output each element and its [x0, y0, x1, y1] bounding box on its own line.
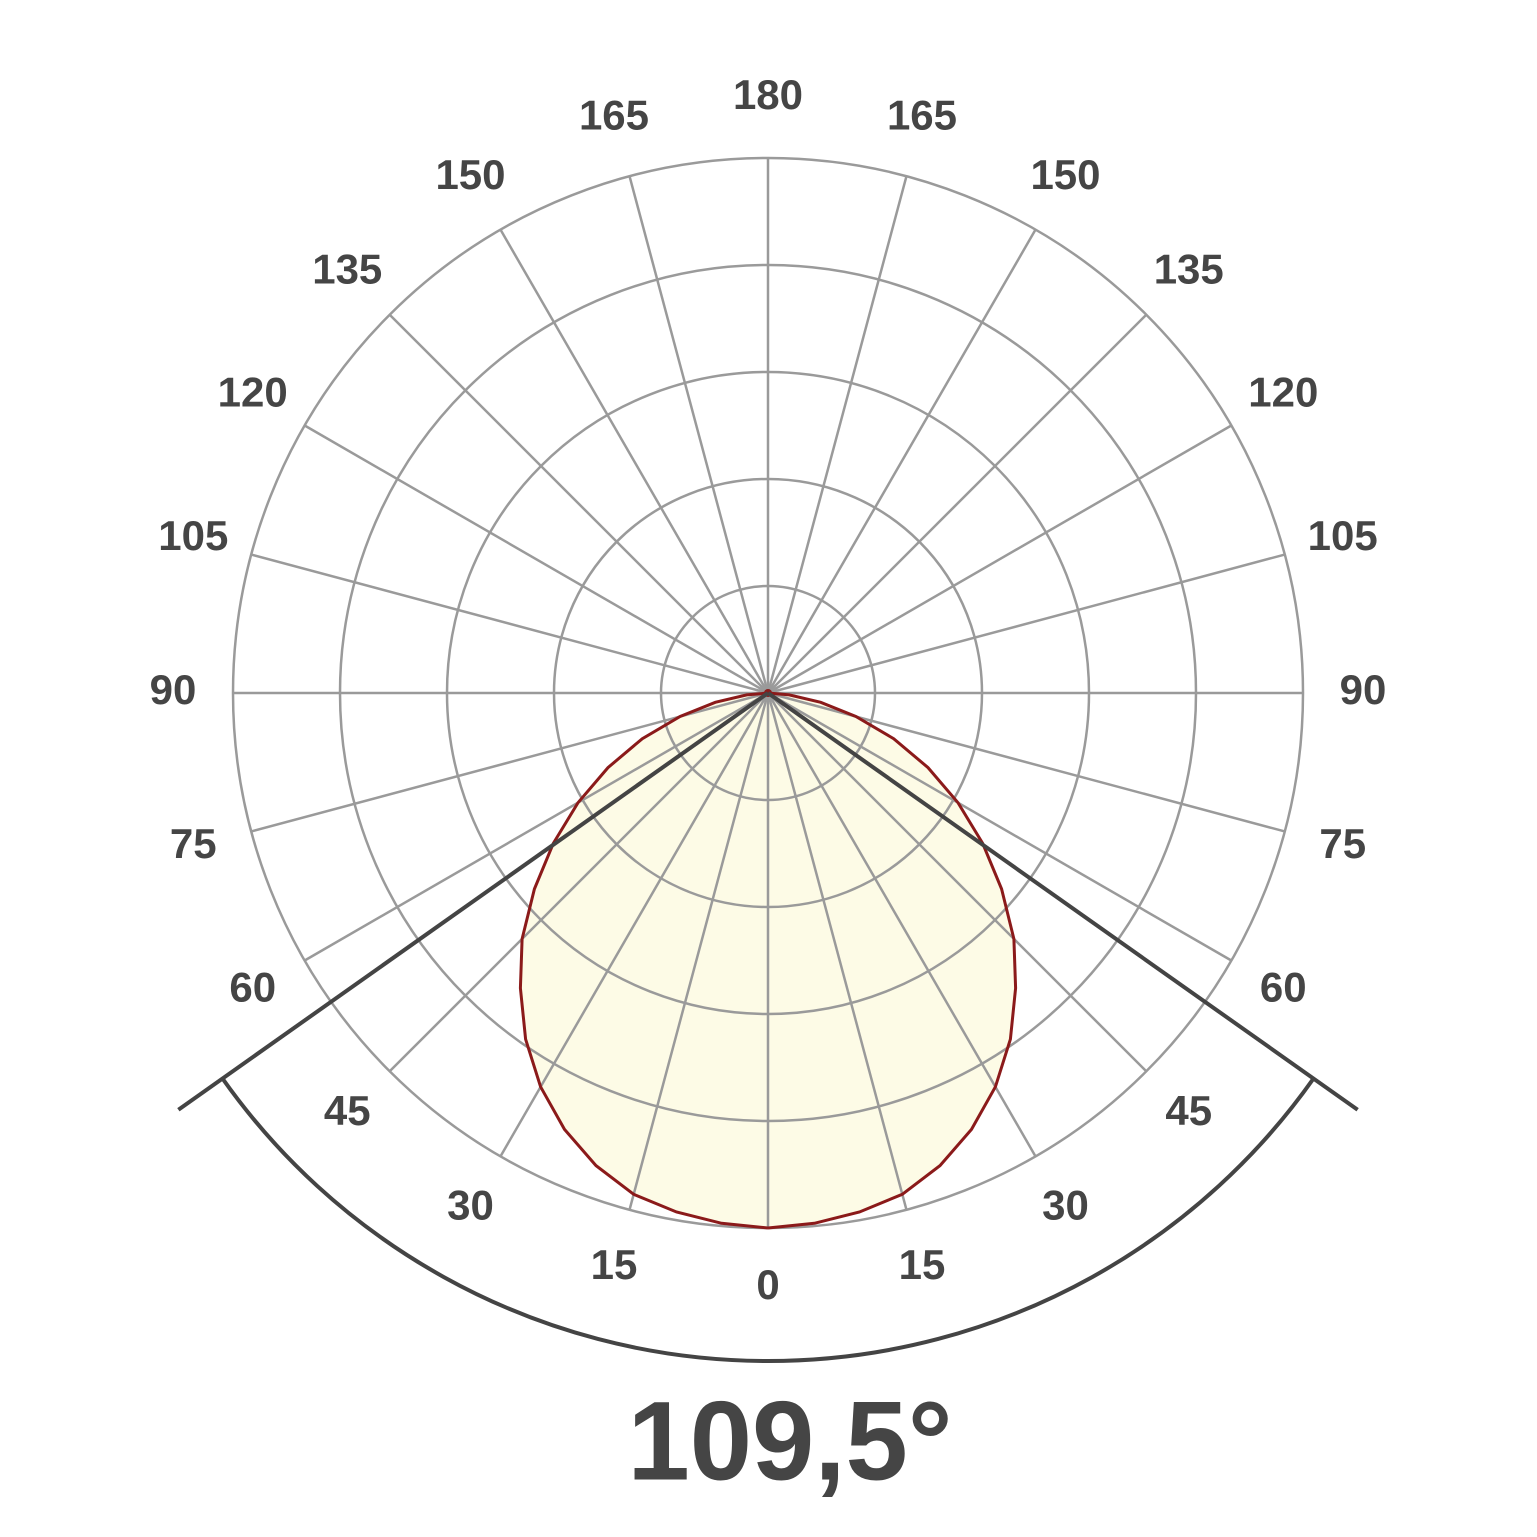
grid-spoke: [767, 692, 1148, 1073]
grid-spoke: [767, 553, 1286, 695]
angle-label: 165: [579, 91, 649, 138]
angle-label: 135: [312, 245, 382, 292]
grid-spoke: [628, 175, 770, 694]
angle-label: 120: [218, 369, 288, 416]
grid-spoke: [499, 692, 770, 1157]
grid-spoke: [304, 691, 769, 962]
angle-label: 30: [447, 1181, 494, 1228]
angle-label: 0: [756, 1261, 779, 1308]
angle-label: 105: [158, 512, 228, 559]
angle-label: 180: [733, 71, 803, 118]
angle-label: 105: [1308, 512, 1378, 559]
angle-label: 45: [1165, 1087, 1212, 1134]
angle-label: 135: [1154, 245, 1224, 292]
grid-spoke: [766, 692, 1037, 1157]
angle-label: 60: [1260, 964, 1307, 1011]
grid-spoke: [766, 229, 1037, 694]
angle-label: 15: [591, 1241, 638, 1288]
angle-label: 15: [899, 1241, 946, 1288]
angle-label: 60: [229, 964, 276, 1011]
beam-line: [177, 691, 770, 1112]
grid-spoke: [766, 175, 908, 694]
curve: [518, 691, 769, 1230]
angle-label: 90: [150, 666, 197, 713]
angle-label: 165: [887, 91, 957, 138]
curve: [767, 691, 1018, 1230]
angle-label: 120: [1248, 369, 1318, 416]
grid-spoke: [767, 691, 1232, 962]
curve-fill: [768, 693, 1016, 1228]
angle-label: 75: [1319, 820, 1366, 867]
beam-line: [766, 691, 1359, 1112]
angle-label: 75: [170, 820, 217, 867]
grid-spoke: [767, 424, 1232, 695]
angle-label: 30: [1042, 1181, 1089, 1228]
grid-spoke: [388, 313, 769, 694]
beam-angle-label: 109,5°: [627, 1379, 952, 1504]
angle-label: 90: [1340, 666, 1387, 713]
angle-label: 45: [324, 1087, 371, 1134]
grid-spoke: [767, 313, 1148, 694]
grid-spoke: [388, 692, 769, 1073]
grid-spoke: [304, 424, 769, 695]
grid-spoke: [766, 692, 908, 1211]
grid-spoke: [499, 229, 770, 694]
grid-spoke: [628, 692, 770, 1211]
curve-fill: [520, 693, 768, 1228]
angle-label: 150: [435, 151, 505, 198]
angle-label: 150: [1030, 151, 1100, 198]
grid-spoke: [250, 553, 769, 695]
beam-arc: [220, 1077, 1316, 1363]
